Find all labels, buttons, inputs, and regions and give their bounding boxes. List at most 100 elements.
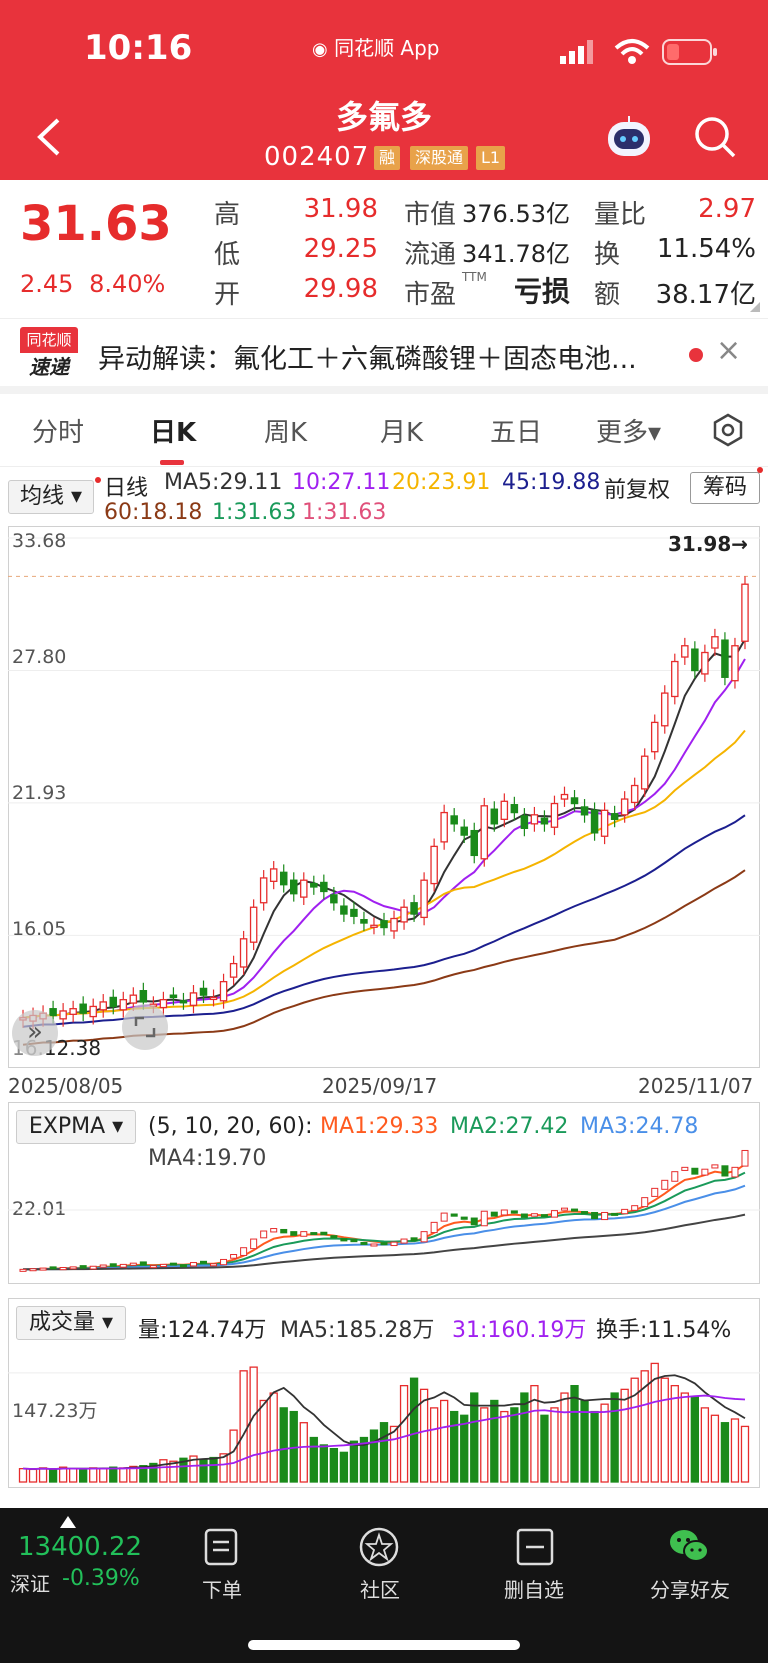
change-value: 2.45 — [20, 270, 74, 298]
news-banner[interactable]: 同花顺 速递 异动解读：氟化工＋六氟磷酸锂＋固态电池... × — [0, 318, 768, 394]
scroll-left-button[interactable]: » — [12, 1010, 58, 1056]
expma-candle — [721, 1165, 729, 1177]
candle-body — [179, 1000, 188, 1004]
low-label: 低 — [214, 240, 241, 270]
expma-candle — [119, 1263, 127, 1268]
community-icon[interactable] — [358, 1526, 400, 1568]
adjust-label[interactable]: 前复权 — [604, 478, 671, 503]
volume-bar — [710, 1414, 720, 1483]
volume-bar — [399, 1384, 409, 1483]
battery-icon — [662, 39, 717, 65]
expma-candle — [89, 1265, 97, 1270]
candle-body — [620, 798, 629, 816]
remove-watchlist-label[interactable]: 删自选 — [504, 1578, 564, 1602]
volume-bar — [530, 1384, 539, 1483]
app-name-label: 同花顺 App — [334, 36, 440, 60]
expma-candle — [310, 1232, 318, 1236]
expma-candle — [440, 1212, 448, 1222]
home-indicator — [248, 1640, 520, 1650]
volume-bar — [119, 1467, 128, 1483]
tab-intraday[interactable]: 分时 — [32, 418, 85, 448]
volume-bar — [28, 1468, 38, 1483]
volume-bar — [38, 1467, 48, 1483]
pe-value: 亏损 — [513, 275, 570, 308]
index-value[interactable]: 13400.22 — [18, 1532, 143, 1562]
tab-weekly-k[interactable]: 周K — [264, 418, 308, 448]
expand-chart-button[interactable] — [122, 1004, 168, 1050]
volume-bar — [560, 1392, 569, 1483]
y-tick-4: 16.05 — [12, 918, 67, 940]
search-icon[interactable] — [692, 114, 738, 160]
news-close-button[interactable]: × — [716, 333, 742, 368]
volume-bar — [339, 1451, 349, 1483]
candle-body — [681, 645, 689, 658]
expma-candle — [69, 1266, 77, 1270]
expma-button[interactable]: EXPMA ▾ — [16, 1110, 136, 1144]
expma-frame[interactable] — [8, 1102, 760, 1284]
volume-bar — [640, 1370, 649, 1483]
volume-button[interactable]: 成交量 ▾ — [16, 1306, 126, 1340]
volume-bar — [149, 1462, 158, 1483]
news-headline[interactable]: 异动解读：氟化工＋六氟磷酸锂＋固态电池... — [98, 344, 637, 375]
remove-watchlist-icon[interactable] — [516, 1528, 554, 1566]
volume-value: 量:124.74万 — [138, 1318, 267, 1343]
date-start: 2025/08/05 — [8, 1074, 124, 1098]
period-label: 日线 — [104, 476, 149, 501]
ma-indicator-button[interactable]: 均线 ▾ — [8, 480, 94, 514]
candle-body — [500, 800, 509, 820]
candle-body — [199, 987, 208, 996]
volume-bar — [89, 1467, 98, 1483]
expma-ma1: MA1:29.33 — [320, 1114, 439, 1139]
wechat-icon[interactable] — [668, 1526, 710, 1566]
volume-frame[interactable] — [8, 1298, 760, 1488]
expma-chart[interactable] — [8, 1102, 760, 1284]
tab-more[interactable]: 更多▾ — [596, 418, 662, 448]
tab-five-day[interactable]: 五日 — [490, 418, 543, 448]
volume-bar — [279, 1407, 288, 1483]
tab-daily-k[interactable]: 日K — [150, 418, 197, 448]
robot-assistant-icon[interactable] — [604, 114, 654, 160]
volume-bar — [179, 1457, 188, 1483]
order-icon[interactable] — [204, 1528, 238, 1566]
candle-body — [340, 905, 348, 915]
community-label[interactable]: 社区 — [360, 1578, 400, 1602]
tab-monthly-k[interactable]: 月K — [380, 418, 424, 448]
candle-body — [721, 639, 729, 678]
candle-body — [370, 924, 378, 928]
high-label: 高 — [214, 200, 241, 230]
share-friends-label[interactable]: 分享好友 — [650, 1578, 730, 1602]
volume-bar — [450, 1410, 459, 1483]
candle-body — [430, 845, 438, 885]
candle-body — [259, 877, 268, 904]
settings-hexagon-icon[interactable] — [710, 412, 746, 448]
expma-candle — [420, 1231, 428, 1243]
volume-ma31-line — [22, 1394, 746, 1470]
ma60-legend: 60:18.18 — [104, 500, 203, 525]
header-bar: 10:16 ◉ 同花顺 App 多氟多 002407 融 深股通 L1 — [0, 0, 768, 180]
expma-candle — [641, 1197, 649, 1208]
expma-candle — [199, 1260, 208, 1264]
kline-chart-frame[interactable] — [8, 526, 760, 1068]
volume-chart[interactable] — [8, 1298, 760, 1488]
candle-body — [350, 908, 358, 917]
volume-bar — [379, 1422, 389, 1483]
candle-body — [400, 906, 408, 923]
volume-bar — [209, 1456, 218, 1483]
kline-chart[interactable] — [8, 526, 760, 1068]
volume-bar — [510, 1407, 519, 1483]
candle-body — [219, 980, 228, 1002]
status-app-name[interactable]: ◉ 同花顺 App — [312, 32, 440, 61]
chip-button[interactable]: 筹码 — [690, 472, 760, 504]
volume-bar — [309, 1436, 318, 1483]
order-label[interactable]: 下单 — [202, 1578, 242, 1602]
unread-dot-icon — [689, 348, 703, 362]
expma-candle — [380, 1242, 388, 1246]
volume-bar — [630, 1377, 639, 1483]
back-icon[interactable] — [34, 116, 64, 158]
expand-corner-icon[interactable] — [744, 300, 762, 314]
expma-candle — [19, 1268, 27, 1272]
volume-ratio-value: 2.97 — [698, 194, 756, 224]
ma45-legend: 45:19.88 — [502, 470, 601, 495]
expma-candle — [320, 1231, 328, 1236]
